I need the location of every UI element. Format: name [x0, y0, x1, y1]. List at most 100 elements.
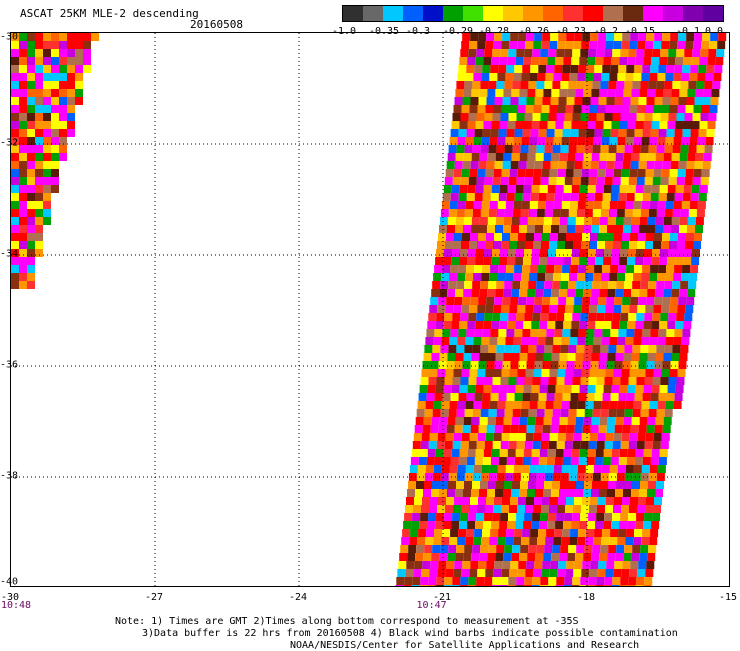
data-cell [485, 41, 494, 49]
data-cell [455, 225, 463, 233]
colorbar-segment [403, 6, 423, 21]
data-cell [633, 537, 642, 545]
data-cell [557, 241, 565, 249]
data-cell [508, 577, 517, 585]
data-cell [472, 409, 481, 417]
data-cell [584, 345, 593, 353]
data-cell [684, 113, 693, 121]
data-cell [589, 569, 598, 577]
data-cell [584, 281, 593, 289]
data-cell [625, 537, 634, 545]
data-cell [627, 321, 636, 329]
data-cell [663, 353, 672, 361]
data-cell [561, 537, 570, 545]
data-cell [593, 73, 602, 81]
data-cell [51, 97, 59, 105]
data-cell [545, 337, 554, 345]
data-cell [598, 161, 607, 169]
data-cell [554, 129, 563, 137]
data-cell [507, 521, 516, 529]
data-cell [447, 217, 456, 225]
data-cell [688, 209, 697, 217]
data-cell [572, 441, 581, 449]
data-cell [502, 297, 511, 305]
data-cell [687, 89, 696, 97]
data-cell [452, 249, 460, 257]
data-cell [67, 129, 75, 137]
data-cell [605, 305, 614, 313]
data-cell [516, 441, 525, 449]
data-cell [515, 585, 524, 586]
data-cell [502, 97, 511, 105]
data-cell [466, 529, 475, 537]
data-cell [403, 585, 412, 586]
data-cell [706, 129, 715, 137]
data-cell [520, 409, 529, 417]
data-cell [551, 89, 560, 97]
data-cell [540, 49, 549, 57]
colorbar-label: -0.15 [624, 26, 656, 37]
data-cell [19, 49, 27, 57]
data-cell [453, 433, 462, 441]
data-cell [568, 481, 576, 489]
data-cell [641, 537, 650, 545]
data-cell [684, 49, 693, 57]
data-cell [600, 281, 609, 289]
data-cell [444, 513, 453, 521]
data-cell [437, 369, 446, 377]
data-cell [440, 481, 448, 489]
data-cell [497, 137, 506, 145]
data-cell [531, 521, 540, 529]
data-cell [653, 105, 662, 113]
data-cell [584, 409, 593, 417]
data-cell [522, 193, 531, 201]
data-cell [550, 361, 559, 369]
data-cell [622, 425, 631, 433]
data-cell [440, 209, 449, 217]
data-cell [671, 217, 680, 225]
data-cell [619, 185, 628, 193]
data-cell [654, 297, 663, 305]
data-cell [463, 353, 472, 361]
data-cell [610, 393, 619, 401]
colorbar-segment [423, 6, 443, 21]
data-cell [590, 297, 599, 305]
data-cell [27, 129, 35, 137]
data-cell [432, 281, 441, 289]
data-cell [521, 201, 530, 209]
data-cell [653, 241, 661, 249]
data-cell [573, 433, 582, 441]
data-cell [701, 41, 710, 49]
data-cell [592, 81, 601, 89]
data-cell [510, 561, 519, 569]
data-cell [501, 505, 509, 513]
data-cell [559, 89, 568, 97]
data-cell [648, 545, 657, 553]
data-cell [702, 97, 711, 105]
data-cell [495, 489, 503, 497]
data-cell [695, 217, 704, 225]
data-cell [662, 361, 671, 369]
data-cell [476, 577, 485, 585]
data-cell [407, 553, 416, 561]
data-cell [542, 361, 551, 369]
data-cell [510, 361, 519, 369]
data-cell [559, 553, 568, 561]
data-cell [35, 193, 43, 201]
data-cell [461, 41, 470, 49]
data-cell [618, 65, 627, 73]
colorbar-segment [663, 6, 683, 21]
data-cell [480, 545, 489, 553]
data-cell [418, 457, 427, 465]
data-cell [595, 121, 604, 129]
data-cell [502, 361, 511, 369]
data-cell [662, 97, 671, 105]
data-cell [548, 577, 557, 585]
data-cell [649, 201, 658, 209]
data-cell [539, 57, 548, 65]
data-cell [461, 169, 470, 177]
data-cell [508, 441, 517, 449]
data-cell [567, 553, 576, 561]
data-cell [426, 329, 435, 337]
data-cell [437, 433, 446, 441]
